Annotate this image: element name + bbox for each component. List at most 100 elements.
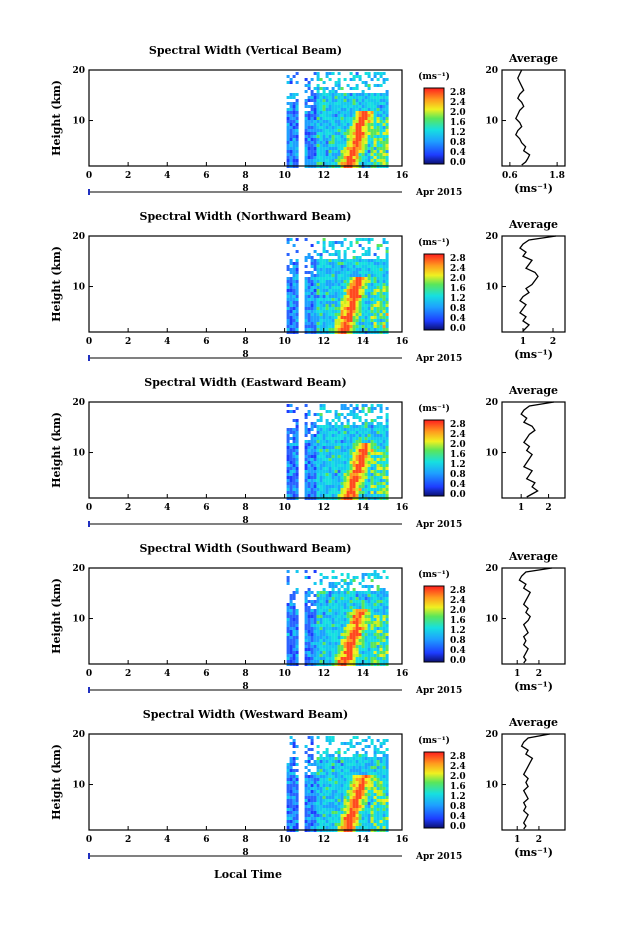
heatmap-cell [295,642,299,645]
heatmap-cell [319,494,323,497]
heatmap-cell [352,310,356,313]
heatmap-cell [352,147,356,150]
heatmap-cell [367,443,371,446]
heatmap-cell [292,75,296,78]
heatmap-cell [331,120,335,123]
heatmap-cell [337,265,341,268]
heatmap-cell [319,787,323,790]
heatmap-cell [346,120,350,123]
heatmap-cell [304,313,308,316]
heatmap-cell [352,823,356,826]
heatmap-cell [292,621,296,624]
heatmap-cell [376,473,380,476]
heatmap-cell [361,325,365,328]
heatmap-cell [349,277,353,280]
heatmap-cell [370,280,374,283]
heatmap-cell [307,322,311,325]
heatmap-cell [340,289,344,292]
heatmap-cell [304,491,308,494]
heatmap-cell [367,476,371,479]
heatmap-cell [376,111,380,114]
heatmap-cell [340,597,344,600]
heatmap-cell [352,126,356,129]
heatmap-cell [304,458,308,461]
heatmap-cell [289,482,293,485]
heatmap-cell [286,461,290,464]
heatmap-cell [307,621,311,624]
heatmap-cell [355,742,359,745]
heatmap-cell [331,440,335,443]
heatmap-cell [349,591,353,594]
heatmap-cell [340,793,344,796]
heatmap-cell [310,591,314,594]
heatmap-cell [307,253,311,256]
heatmap-cell [325,307,329,310]
heatmap-cell [286,479,290,482]
heatmap-cell [352,817,356,820]
heatmap-cell [340,319,344,322]
heatmap-cell [325,479,329,482]
heatmap-cell [379,455,383,458]
heatmap-cell [373,93,377,96]
heatmap-cell [346,446,350,449]
heatmap-cell [373,268,377,271]
heatmap-cell [328,494,332,497]
heatmap-cell [367,464,371,467]
heatmap-cell [286,802,290,805]
heatmap-cell [376,618,380,621]
heatmap-cell [376,283,380,286]
heatmap-cell [355,814,359,817]
heatmap-cell [319,283,323,286]
heatmap-cell [349,434,353,437]
heatmap-cell [355,455,359,458]
heatmap-cell [352,250,356,253]
heatmap-cell [289,238,293,241]
heatmap-cell [361,576,365,579]
heatmap-cell [328,132,332,135]
heatmap-cell [361,443,365,446]
heatmap-cell [322,307,326,310]
heatmap-cell [313,594,317,597]
heatmap-cell [361,642,365,645]
heatmap-cell [349,763,353,766]
heatmap-cell [322,823,326,826]
heatmap-cell [379,467,383,470]
heatmap-cell [307,576,311,579]
heatmap-cell [313,111,317,114]
heatmap-cell [355,787,359,790]
heatmap-cell [286,826,290,829]
heatmap-cell [313,621,317,624]
heatmap-cell [352,289,356,292]
heatmap-cell [385,271,389,274]
heatmap-cell [337,618,341,621]
heatmap-cell [319,313,323,316]
heatmap-cell [358,262,362,265]
colorbar [423,419,445,497]
heatmap-cell [346,286,350,289]
heatmap-cell [316,262,320,265]
heatmap-cell [355,790,359,793]
heatmap-cell [370,455,374,458]
heatmap-cell [346,313,350,316]
heatmap-cell [313,642,317,645]
heatmap-cell [358,763,362,766]
heatmap-cell [358,618,362,621]
heatmap-cell [331,301,335,304]
heatmap-cell [379,757,383,760]
heatmap-cell [385,114,389,117]
heatmap-cell [295,159,299,162]
heatmap-cell [343,588,347,591]
heatmap-cell [361,808,365,811]
heatmap-cell [340,648,344,651]
heatmap-cell [307,757,311,760]
heatmap-cell [385,316,389,319]
heatmap-cell [337,802,341,805]
heatmap-cell [334,265,338,268]
heatmap-cell [379,428,383,431]
heatmap-cell [355,446,359,449]
heatmap-cell [337,150,341,153]
heatmap-cell [292,280,296,283]
heatmap-cell [307,654,311,657]
heatmap-cell [367,633,371,636]
heatmap-cell [376,156,380,159]
